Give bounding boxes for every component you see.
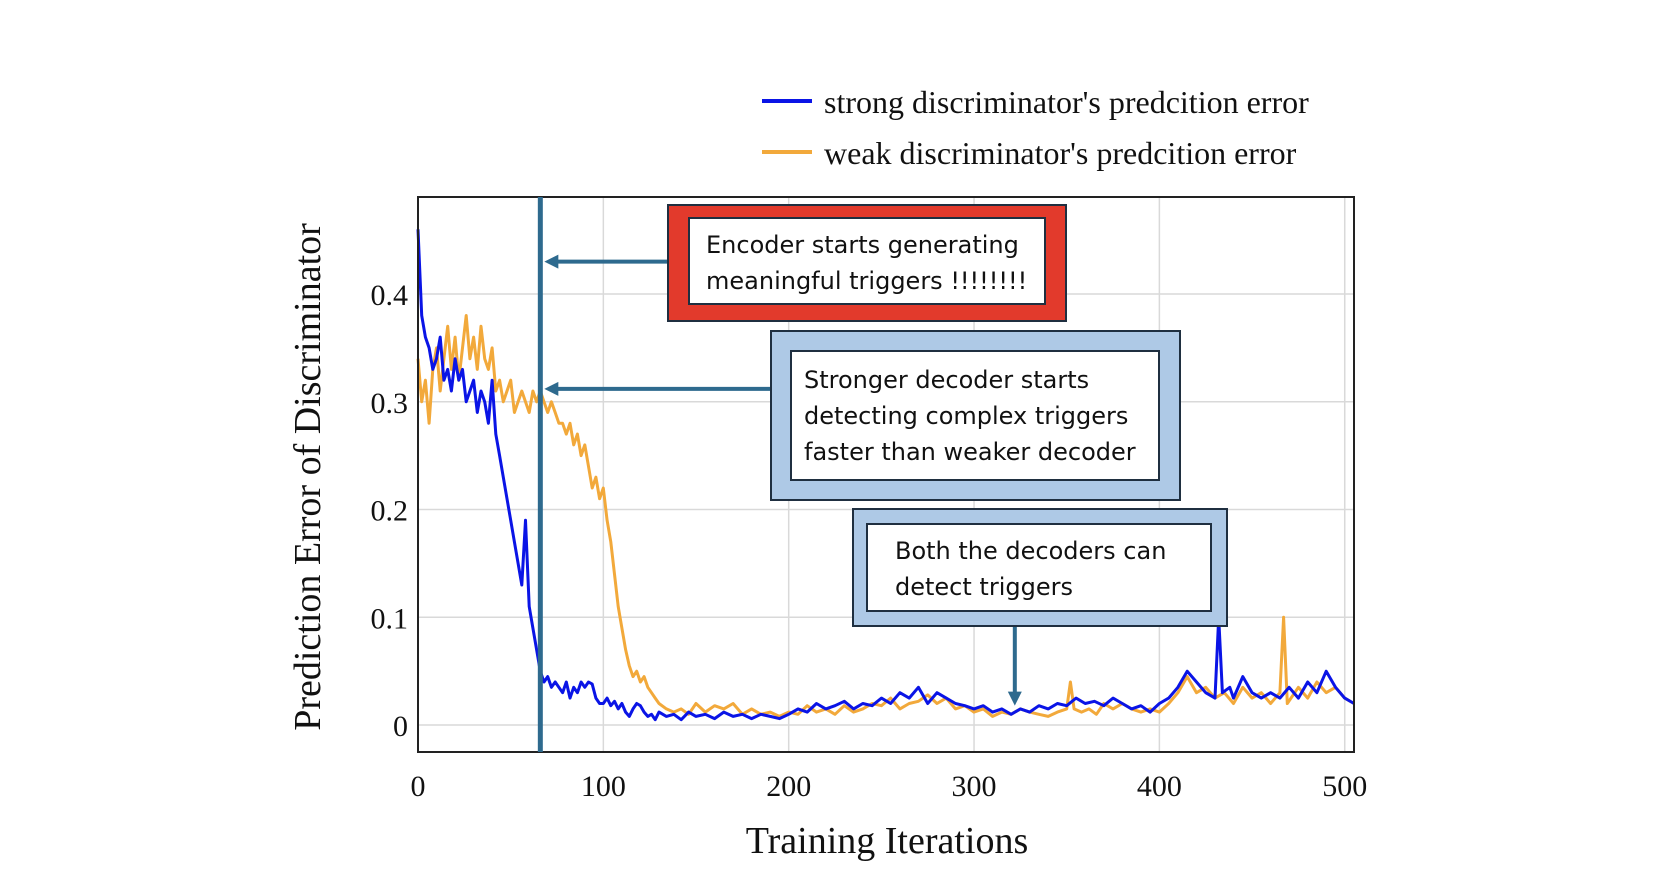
annotation-1-line-1: Encoder starts generating — [706, 231, 1019, 259]
x-tick-label: 100 — [581, 770, 626, 803]
x-tick-label: 400 — [1137, 770, 1182, 803]
y-tick-label: 0.3 — [371, 387, 409, 420]
annotation-2-line-1: Stronger decoder starts — [804, 366, 1090, 394]
arrow-3-head — [1007, 691, 1022, 706]
x-tick-label: 300 — [952, 770, 997, 803]
series-line-strong — [416, 229, 1355, 722]
annotation-3-box: Both the decoders can detect triggers — [866, 523, 1212, 612]
x-tick-label: 200 — [766, 770, 811, 803]
annotation-1-line-2: meaningful triggers !!!!!!!! — [706, 267, 1028, 295]
annotation-1-box: Encoder starts generating meaningful tri… — [688, 217, 1046, 305]
x-tick-label: 500 — [1322, 770, 1367, 803]
annotation-3-line-2: detect triggers — [895, 573, 1073, 601]
legend-label-strong: strong discriminator's predcition error — [824, 84, 1309, 120]
legend: strong discriminator's predcition error … — [762, 84, 1309, 171]
plot-frame — [417, 196, 1355, 753]
annotation-2-line-3: faster than weaker decoder — [804, 438, 1136, 466]
series-layer — [416, 229, 1355, 722]
series-line-weak — [416, 314, 1355, 718]
y-tick-label: 0.1 — [371, 602, 409, 635]
y-tick-label: 0.4 — [371, 279, 409, 312]
legend-label-weak: weak discriminator's predcition error — [824, 135, 1297, 171]
annotation-3-line-1: Both the decoders can — [895, 537, 1167, 565]
y-tick-label: 0.2 — [371, 495, 409, 528]
annotation-2-box: Stronger decoder starts detecting comple… — [790, 350, 1160, 481]
x-axis-title: Training Iterations — [746, 820, 1029, 862]
arrow-2-head — [544, 381, 559, 396]
x-tick-label: 0 — [411, 770, 426, 803]
arrows — [544, 254, 1022, 706]
ticks: 0 100 200 300 400 500 0 0.1 0.2 0.3 0.4 — [371, 279, 1368, 803]
y-tick-label: 0 — [393, 710, 408, 743]
annotation-2-line-2: detecting complex triggers — [804, 402, 1129, 430]
y-axis-title: Prediction Error of Discriminator — [287, 223, 329, 731]
arrow-1-head — [544, 254, 559, 269]
